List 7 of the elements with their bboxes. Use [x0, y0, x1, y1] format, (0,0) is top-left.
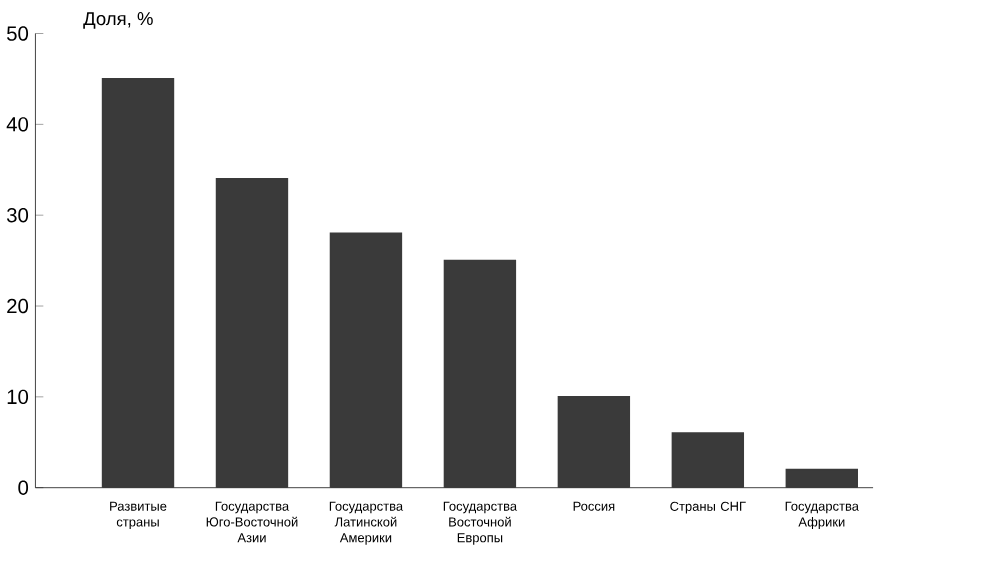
y-tick-label: 0: [18, 480, 29, 496]
y-tick-label: 20: [7, 299, 29, 314]
y-tick-label: 50: [7, 26, 29, 42]
y-axis-title: Доля, %: [83, 12, 153, 30]
y-tick-label: 10: [7, 390, 29, 405]
y-tick-label: 40: [6, 117, 29, 132]
y-tick-label: 30: [6, 208, 29, 223]
